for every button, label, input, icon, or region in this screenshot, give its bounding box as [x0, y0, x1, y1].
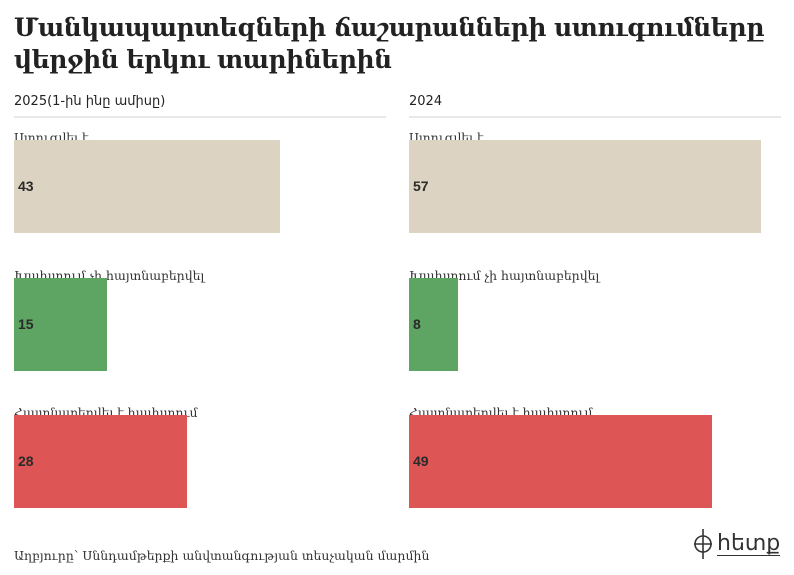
bar-not_found: 15	[14, 278, 107, 371]
bar-row: Ստուգվել է 43	[14, 130, 386, 233]
bar-value-label: 28	[18, 453, 34, 469]
bar-found: 28	[14, 415, 187, 508]
bar-value-label: 43	[18, 178, 34, 194]
bar-checked: 57	[409, 140, 761, 233]
bar-value-label: 57	[413, 178, 429, 194]
bar-found: 49	[409, 415, 712, 508]
bar-value-label: 49	[413, 453, 429, 469]
bar-not_found: 8	[409, 278, 459, 371]
bar-value-label: 8	[413, 316, 421, 332]
chart-title: Մանկապարտեզների ճաշարանների ստուգումները…	[14, 13, 764, 74]
bar-row: Հայտնաբերվել է խախտում 28	[14, 405, 386, 508]
bar-checked: 43	[14, 140, 280, 233]
bar-value-label: 15	[18, 316, 34, 332]
panel-title: 2025(1-ին ինը ամիսը)	[14, 92, 386, 118]
bar-row: Հայտնաբերվել է խախտում 49	[409, 405, 781, 508]
bar-row: Խախտում չի հայտնաբերվել 15	[14, 268, 386, 371]
panel-title: 2024	[409, 92, 781, 118]
logo-crosshair-icon	[694, 529, 712, 559]
panel-2024: 2024 Ստուգվել է 57 Խախտում չի հայտնաբերվել…	[409, 92, 781, 522]
bar-row: Խախտում չի հայտնաբերվել 8	[409, 268, 781, 371]
logo-text: հետք	[717, 530, 781, 556]
bar-label: Խախտում չի հայտնաբերվել	[409, 268, 600, 283]
panel-2025: 2025(1-ին ինը ամիսը) Ստուգվել է 43 Խախտում…	[14, 92, 386, 522]
source-note: Աղբյուրը՝ Սննդամթերքի անվտանգության տեսչ…	[14, 548, 430, 563]
bar-row: Ստուգվել է 57	[409, 130, 781, 233]
hetq-logo: հետք	[692, 527, 781, 561]
